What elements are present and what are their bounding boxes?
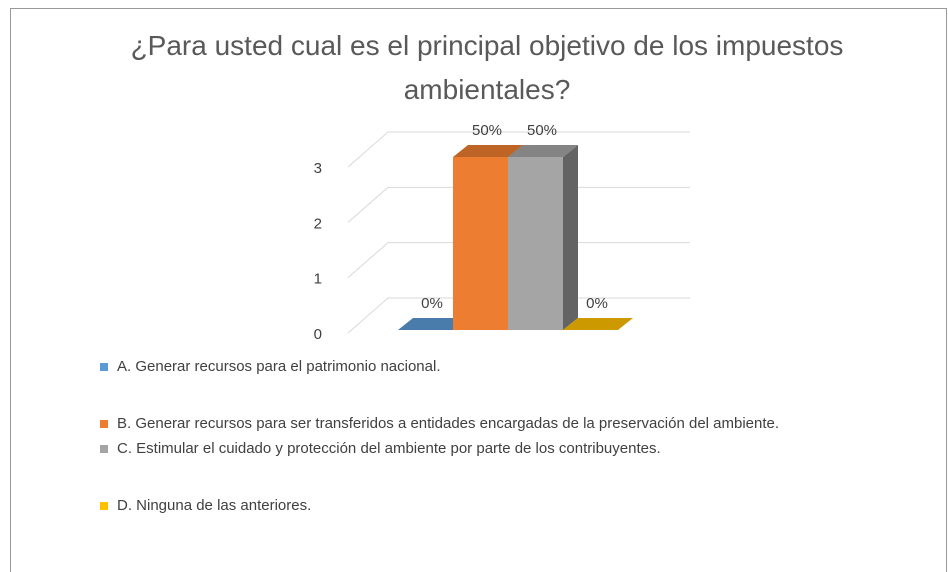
data-label: 0%: [586, 295, 608, 312]
chart-title: ¿Para usted cual es el principal objetiv…: [130, 30, 844, 105]
legend: A. Generar recursos para el patrimonio n…: [100, 356, 830, 552]
data-label: 50%: [472, 122, 502, 139]
data-label: 50%: [527, 122, 557, 139]
bar: [508, 145, 578, 330]
bar-face: [453, 157, 508, 330]
bar-face: [563, 318, 633, 330]
legend-label: C. Estimular el cuidado y protección del…: [117, 440, 661, 457]
legend-label: B. Generar recursos para ser transferido…: [117, 415, 780, 432]
legend-swatch: [100, 502, 108, 510]
bar-face: [398, 318, 468, 330]
legend-item: D. Ninguna de las anteriores.: [100, 495, 830, 517]
bar-face: [508, 145, 578, 157]
frame: [10, 8, 947, 572]
grid-line: [347, 131, 690, 168]
bar-face: [453, 145, 523, 157]
legend-label: D. Ninguna de las anteriores.: [117, 497, 312, 514]
bar-face: [563, 145, 578, 330]
y-tick-label: 2: [314, 215, 322, 232]
data-label: 0%: [421, 295, 443, 312]
legend-swatch: [100, 420, 108, 428]
y-tick-label: 0: [314, 326, 322, 343]
grid-line: [347, 186, 690, 223]
legend-item: C. Estimular el cuidado y protección del…: [100, 438, 830, 460]
legend-label: A. Generar recursos para el patrimonio n…: [117, 358, 441, 375]
y-tick-label: 3: [314, 160, 322, 177]
legend-item: A. Generar recursos para el patrimonio n…: [100, 356, 830, 378]
grid-line: [347, 242, 690, 279]
legend-swatch: [100, 363, 108, 371]
legend-item: B. Generar recursos para ser transferido…: [100, 413, 830, 435]
legend-swatch: [100, 445, 108, 453]
bar: [398, 318, 468, 330]
bar: [563, 318, 633, 330]
y-tick-label: 1: [314, 271, 322, 288]
bar-face: [508, 157, 563, 330]
grid-line: [347, 297, 690, 334]
